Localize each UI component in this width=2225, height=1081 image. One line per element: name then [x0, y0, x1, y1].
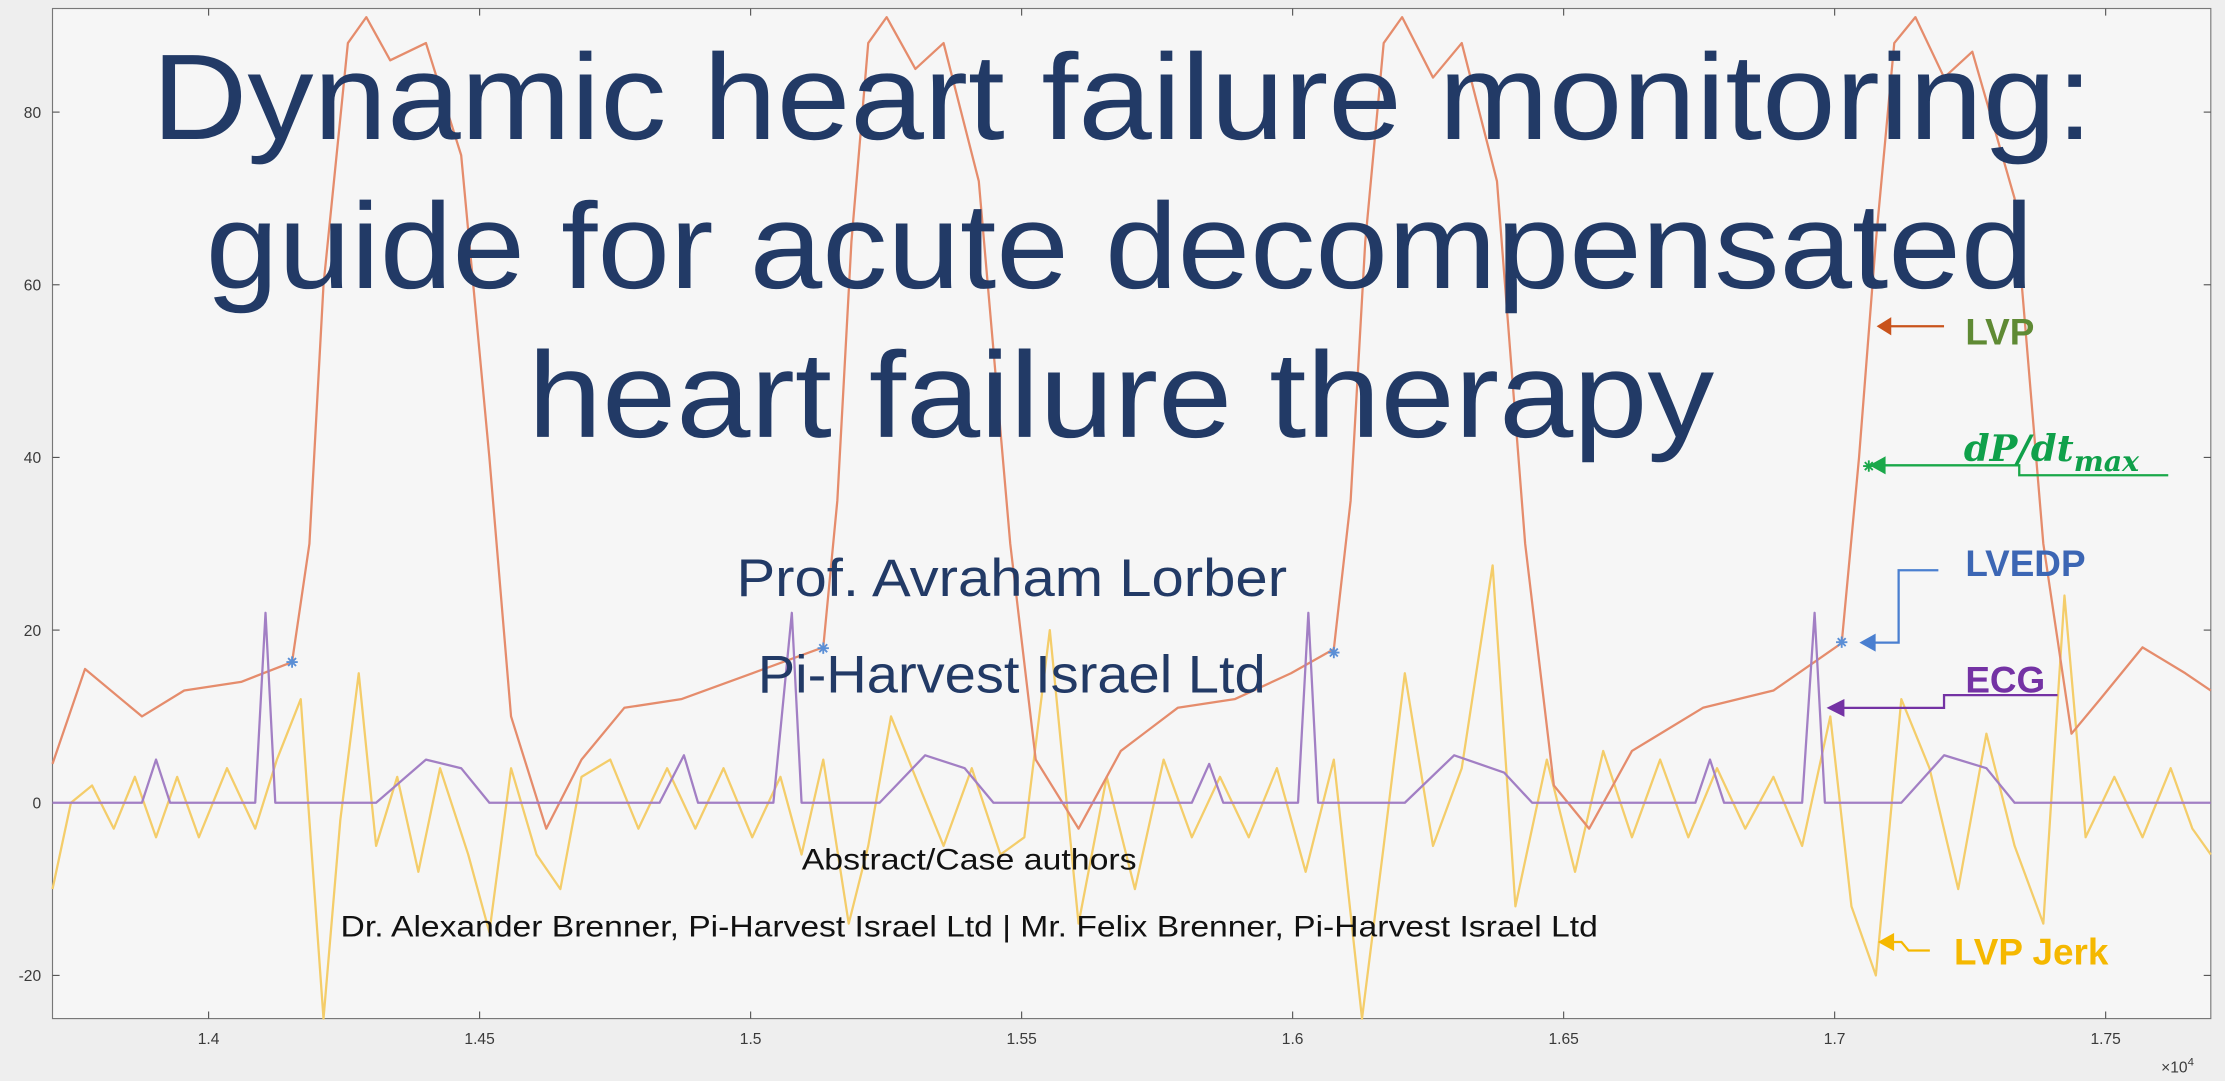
- x-tick-label: 1.65: [1548, 1031, 1579, 1048]
- presenter: Prof. Avraham Lorber: [736, 549, 1287, 608]
- annotation-ecg: ECG: [1965, 659, 2045, 700]
- lvedp-arrow: [1870, 569, 1939, 644]
- annotation-dpdt: dP/dtmax: [1964, 426, 2140, 478]
- dpdt-arrowhead: [1869, 456, 1886, 475]
- title-line: Dynamic heart failure monitoring:: [152, 29, 2093, 165]
- series-line: [52, 611, 2211, 804]
- x-exponent: ×104: [2161, 1056, 2194, 1076]
- point-marker: [1863, 460, 1875, 472]
- x-tick-label: 1.7: [1824, 1031, 1846, 1048]
- annotation-lvp-jerk: LVP Jerk: [1954, 932, 2109, 973]
- y-tick-label: 20: [24, 623, 42, 640]
- point-marker: [1836, 636, 1848, 648]
- annotation-dpdt-subscript: max: [2074, 444, 2140, 478]
- dpdt-arrow: [1880, 464, 2169, 477]
- point-marker: [286, 656, 298, 668]
- x-tick-label: 1.5: [740, 1031, 762, 1048]
- ecg-arrowhead: [1826, 698, 1845, 717]
- x-tick-label: 1.55: [1006, 1031, 1037, 1048]
- series-line: [51, 564, 2212, 1020]
- jerk-arrowhead: [1877, 932, 1895, 951]
- title-line: heart failure therapy: [528, 327, 1714, 463]
- affiliation: Pi-Harvest Israel Ltd: [758, 645, 1266, 704]
- authors: Dr. Alexander Brenner, Pi-Harvest Israel…: [341, 910, 1598, 943]
- jerk-arrow: [1890, 940, 1930, 952]
- x-tick-label: 1.6: [1282, 1031, 1304, 1048]
- x-tick-label: 1.75: [2090, 1031, 2121, 1048]
- annotation-lvedp: LVEDP: [1965, 543, 2085, 584]
- title-line: guide for acute decompensated: [206, 178, 2034, 314]
- axes: -20 0 20 40 60 80 1.4 1.45 1.5 1.55 1.6 1.65 1.7 1.75: [19, 8, 2211, 1048]
- annotation-lvp: LVP: [1965, 312, 2034, 353]
- y-tick-label: 0: [32, 795, 41, 812]
- lvedp-arrowhead: [1859, 633, 1876, 652]
- ecg-arrow: [1839, 693, 2058, 710]
- annotation-dpdt-text: dP/dt: [1964, 426, 2074, 470]
- point-marker: [1328, 646, 1340, 659]
- series-line: [51, 16, 2212, 830]
- exponent-base: ×10: [2161, 1059, 2188, 1076]
- y-tick-label: 80: [24, 105, 42, 122]
- y-tick-label: 40: [24, 450, 42, 467]
- authors-heading: Abstract/Case authors: [802, 844, 1137, 877]
- point-marker: [817, 642, 829, 654]
- y-tick-label: 60: [24, 277, 42, 294]
- plot-area: [51, 7, 2212, 1020]
- curves: [51, 16, 2212, 1020]
- x-tick-label: 1.45: [464, 1031, 495, 1048]
- exponent-power: 4: [2188, 1056, 2194, 1068]
- lvp-arrowhead: [1876, 317, 1892, 336]
- y-tick-label: -20: [19, 968, 42, 985]
- annotation-arrows: [1826, 317, 2169, 952]
- x-tick-label: 1.4: [198, 1031, 220, 1048]
